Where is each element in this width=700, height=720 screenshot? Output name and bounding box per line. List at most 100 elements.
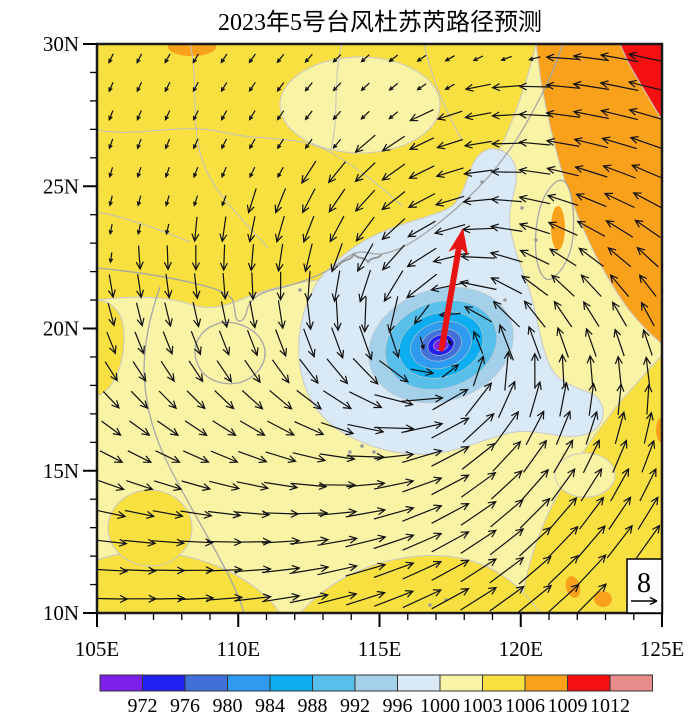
wind-vector [603, 192, 635, 209]
wind-vector [164, 273, 173, 300]
wind-vector [523, 300, 546, 328]
wind-vector [192, 53, 200, 64]
wind-vector [98, 480, 125, 491]
wind-vector [130, 390, 149, 410]
wind-vector [152, 510, 184, 519]
wind-vector [489, 556, 525, 584]
wind-vector [277, 166, 284, 179]
island-dot [298, 288, 302, 292]
wind-vector [164, 110, 171, 121]
wind-vector [221, 138, 228, 150]
wind-vector [220, 53, 228, 64]
island-dot [360, 444, 364, 448]
wind-vector [212, 420, 237, 437]
wind-vector [641, 439, 656, 473]
wind-vector [387, 296, 399, 334]
y-axis-tick-label: 20N [43, 317, 79, 341]
wind-vector [576, 220, 606, 237]
island-dot [480, 180, 484, 184]
island-dot [428, 603, 432, 607]
wind-vector [490, 277, 523, 295]
wind-vector [221, 195, 227, 207]
wind-vector [402, 504, 443, 522]
wind-vector [193, 138, 199, 150]
wind-vector [588, 382, 597, 416]
wind-vector [489, 250, 523, 263]
wind-vector [549, 496, 578, 530]
wind-vector [573, 137, 609, 149]
wind-vector [220, 81, 228, 93]
wind-vector [302, 215, 315, 244]
wind-vector [612, 439, 628, 473]
wind-vector [444, 83, 455, 90]
wind-vector [210, 450, 239, 464]
wind-vector [431, 531, 470, 553]
wind-vector [136, 274, 145, 299]
wind-vector [402, 560, 443, 580]
wind-vector [153, 480, 183, 491]
wind-vector [249, 138, 256, 150]
wind-vector [331, 270, 341, 303]
wind-vector [289, 564, 330, 575]
wind-vector [463, 169, 493, 177]
wind-vector [434, 195, 465, 207]
wind-vector [409, 109, 434, 122]
wind-vector [530, 352, 539, 389]
wind-vector [383, 270, 404, 303]
wind-vector [432, 388, 469, 411]
colorbar-label: 1012 [590, 695, 630, 717]
chart-title: 2023年5号台风杜苏芮路径预测 [218, 9, 542, 36]
wind-vector [576, 553, 607, 587]
wind-vector [558, 353, 567, 388]
wind-vector [518, 110, 551, 119]
wind-vector [406, 247, 437, 268]
wind-vector [464, 83, 492, 92]
wind-vector [360, 54, 370, 63]
wind-vector [629, 136, 662, 150]
coastline-pearl-river-delta [337, 252, 383, 267]
wind-vector [150, 594, 186, 603]
wind-vector [219, 244, 228, 272]
wind-vector [192, 273, 201, 300]
wind-vector [582, 439, 600, 474]
colorbar-label: 1003 [463, 695, 503, 717]
wind-vector [304, 110, 313, 121]
wind-vector [247, 216, 256, 243]
wind-vector [431, 446, 470, 467]
wind-vector [599, 52, 639, 63]
wind-vector [236, 481, 270, 491]
wind-vector [518, 555, 552, 585]
wind-vector [326, 358, 349, 385]
wind-vector [448, 339, 453, 346]
wind-vector [639, 467, 657, 502]
wind-vector [463, 140, 492, 149]
colorbar-label: 996 [383, 695, 413, 717]
wind-vector [332, 82, 342, 92]
wind-vector [640, 301, 655, 327]
wind-vector [345, 562, 387, 577]
wind-vector [328, 188, 346, 214]
wind-vector [582, 300, 600, 327]
wind-vector [97, 509, 127, 519]
wind-vector [462, 412, 495, 443]
colorbar-segment [142, 674, 186, 692]
wind-vector [490, 167, 522, 176]
wind-vector [301, 160, 317, 185]
wind-vector [317, 535, 359, 546]
wind-vector [492, 440, 522, 472]
wind-vector [191, 244, 200, 272]
wind-vector [129, 420, 151, 437]
wind-vector [101, 420, 122, 436]
colorbar-label: 1006 [505, 695, 545, 717]
island-dot [348, 450, 352, 454]
wind-vector [190, 330, 202, 356]
wind-vector [576, 583, 607, 613]
wind-vector [360, 82, 370, 92]
wind-vector [547, 221, 578, 236]
wind-vector [135, 302, 145, 328]
forecast-track-layer [438, 228, 469, 352]
wind-vector [244, 359, 261, 384]
wind-vector [553, 300, 573, 328]
wind-vector [218, 330, 231, 356]
wind-vector [248, 53, 256, 64]
